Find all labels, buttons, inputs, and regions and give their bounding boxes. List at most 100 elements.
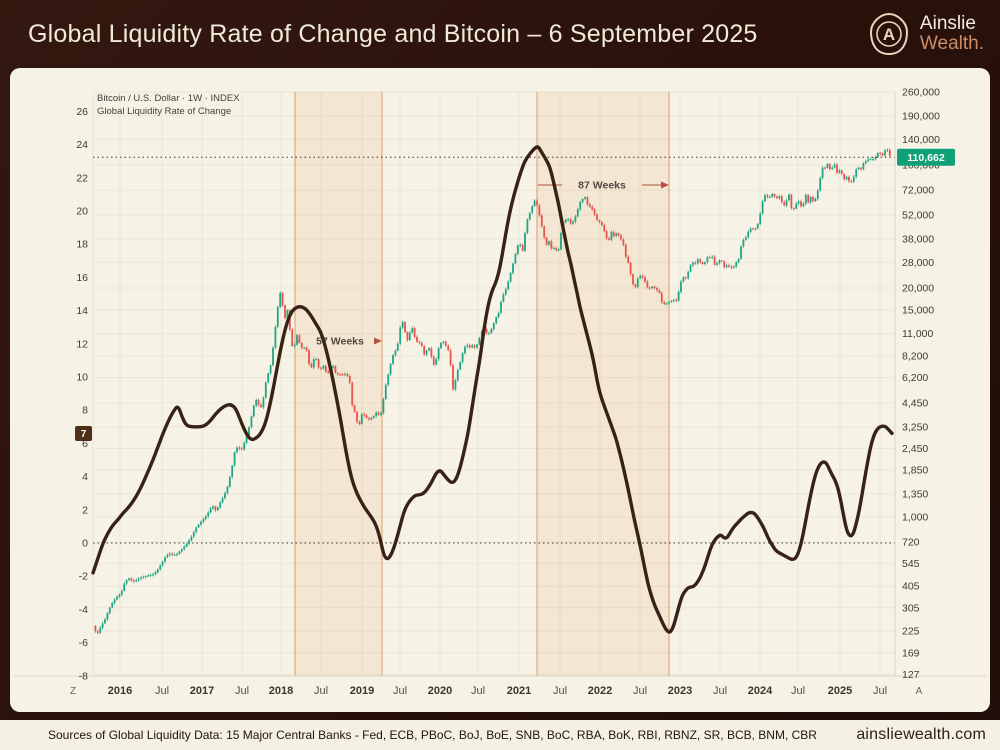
x-axis-label: Jul [314, 685, 328, 697]
candle-body [881, 153, 884, 156]
right-axis-label: 3,250 [902, 421, 928, 433]
left-axis-label: 26 [76, 106, 88, 118]
candle-body [728, 265, 730, 267]
candle-body [646, 281, 649, 288]
right-axis-label: 720 [902, 537, 920, 549]
left-axis-label: 16 [76, 272, 88, 284]
liquidity-badge-value: 7 [81, 429, 87, 440]
candle-body [557, 249, 560, 251]
candle-body [514, 253, 517, 264]
grid [92, 91, 895, 676]
candle-body [780, 196, 783, 202]
candle-body [600, 221, 603, 226]
candle-body [569, 219, 572, 224]
candle-body [248, 427, 250, 436]
candle-body [495, 317, 498, 324]
candle-body [732, 266, 735, 268]
candle-body [711, 256, 714, 258]
candle-body [204, 516, 207, 520]
candle-body [864, 161, 867, 164]
candle-body [262, 397, 265, 408]
candle-body [704, 262, 706, 265]
candle-body [363, 414, 366, 416]
candle-body [471, 345, 474, 348]
candle-body [291, 329, 294, 347]
candle-body [684, 277, 687, 279]
x-axis-label: Jul [471, 685, 485, 697]
right-axis-label: 38,000 [902, 233, 934, 245]
x-axis-label: 2025 [828, 685, 852, 697]
candle-body [310, 364, 313, 368]
candle-body [526, 219, 529, 233]
candle-body [756, 223, 759, 229]
annotation-label: 57 Weeks [316, 336, 364, 348]
candle-body [452, 365, 454, 390]
right-axis-label: 11,000 [902, 328, 933, 340]
candle-body [776, 196, 778, 199]
candle-body [857, 167, 860, 170]
left-axis-label: 14 [76, 305, 88, 317]
price-badge-value: 110,662 [907, 152, 945, 164]
candle-body [663, 302, 666, 304]
candle-body [629, 262, 632, 275]
candle-body [267, 373, 270, 383]
candle-body [598, 220, 601, 222]
candle-body [140, 577, 142, 579]
candle-body [408, 332, 411, 341]
candle-body [370, 417, 373, 420]
candle-body [243, 442, 246, 450]
candle-body [627, 256, 630, 263]
candle-body [804, 194, 807, 204]
candle-body [435, 359, 438, 365]
annotation-label: 87 Weeks [578, 180, 626, 192]
candle-body [723, 261, 726, 268]
candle-body [308, 350, 310, 365]
candle-body [332, 366, 334, 368]
candle-body [509, 272, 512, 282]
header: Global Liquidity Rate of Change and Bitc… [0, 0, 1000, 68]
brand-name: Ainslie Wealth. [920, 14, 984, 54]
candle-body [852, 176, 855, 182]
candle-body [281, 292, 284, 306]
right-axis-label: 28,000 [902, 257, 934, 269]
candle-body [610, 231, 613, 240]
candle-body [538, 205, 541, 216]
candle-body [392, 355, 394, 364]
x-axis-label: 2024 [748, 685, 773, 697]
annotation-87-weeks: 87 Weeks [538, 180, 669, 192]
x-axis-label: 2022 [588, 685, 612, 697]
candle-body [216, 507, 219, 511]
candle-body [416, 336, 418, 342]
candle-body [341, 374, 344, 376]
right-axis-label: 1,350 [902, 489, 928, 501]
candle-body [552, 248, 555, 250]
candle-body [785, 200, 788, 206]
x-axis-label: Jul [235, 685, 249, 697]
candle-body [584, 197, 586, 199]
left-axis-label: 20 [76, 206, 88, 218]
candle-body [168, 553, 171, 555]
candle-body [869, 159, 872, 161]
candle-body [348, 376, 351, 383]
candle-body [838, 170, 841, 173]
candle-body [190, 536, 193, 541]
candle-body [212, 506, 214, 509]
candle-body [761, 201, 764, 214]
candle-body [478, 337, 481, 345]
candle-body [149, 574, 152, 576]
candle-body [879, 152, 882, 154]
candle-body [886, 150, 889, 152]
candle-body [843, 173, 846, 180]
candle-body [269, 365, 272, 374]
candle-body [874, 156, 877, 160]
left-axis-label: 24 [76, 139, 88, 151]
candle-body [696, 259, 699, 264]
x-axis-label: Z [70, 686, 76, 697]
x-axis-label: Jul [553, 685, 567, 697]
candle-body [368, 418, 370, 420]
candle-body [274, 326, 277, 348]
candle-body [884, 150, 886, 156]
candle-body [692, 262, 694, 266]
